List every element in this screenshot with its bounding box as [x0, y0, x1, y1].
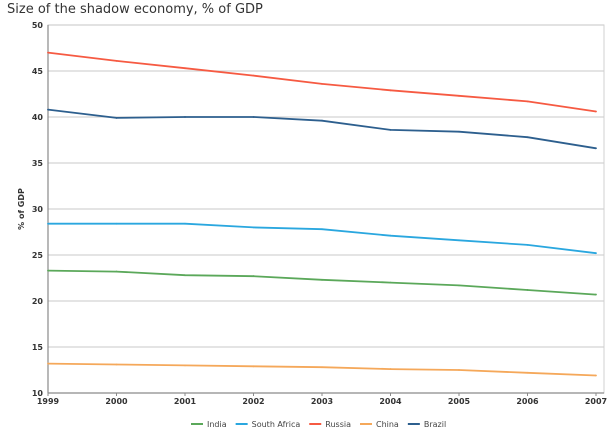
data-point-india [526, 289, 529, 291]
x-tick-label: 2001 [174, 397, 197, 406]
data-point-china [115, 363, 118, 366]
legend-item-china: China [359, 420, 399, 429]
data-point-brazil [47, 108, 49, 111]
y-tick-labels: 10 15 20 25 30 35 40 45 50 [32, 21, 44, 398]
legend-label: Russia [325, 420, 351, 429]
data-point-south-africa [595, 252, 597, 255]
y-tick-label: 45 [32, 67, 44, 76]
data-point-russia [526, 100, 529, 103]
data-point-brazil [115, 117, 118, 119]
series-line-india [47, 269, 597, 296]
y-tick-label: 30 [32, 205, 44, 214]
y-tick-label: 15 [32, 343, 44, 352]
legend-label: China [376, 420, 399, 429]
data-point-china [184, 364, 186, 367]
series-line-russia [47, 51, 597, 113]
data-point-china [595, 374, 597, 377]
data-point-south-africa [47, 222, 49, 225]
data-point-russia [458, 94, 460, 97]
data-point-russia [184, 67, 186, 70]
data-point-south-africa [184, 222, 186, 225]
legend-item-russia: Russia [309, 420, 351, 429]
legend-item-india: India [191, 420, 227, 429]
data-point-india [184, 274, 186, 277]
data-point-brazil [458, 130, 460, 133]
data-point-india [47, 269, 49, 272]
data-point-india [389, 281, 392, 284]
y-axis-title: % of GDP [17, 188, 26, 230]
data-point-india [458, 284, 460, 287]
y-tick-label: 35 [32, 159, 44, 168]
data-point-russia [47, 51, 49, 54]
data-point-brazil [389, 128, 392, 131]
legend: India South Africa Russia China Brazil [191, 420, 446, 429]
data-point-south-africa [252, 226, 255, 229]
x-tick-labels: 1999 2000 2001 2002 2003 2004 2005 2006 2007 [37, 397, 607, 406]
legend-item-brazil: Brazil [407, 420, 446, 429]
y-tick-label: 40 [32, 113, 44, 122]
data-point-south-africa [458, 239, 460, 242]
x-tick-label: 2003 [311, 397, 333, 406]
data-point-brazil [252, 116, 255, 118]
data-point-china [47, 362, 49, 365]
data-point-brazil [526, 136, 529, 139]
data-point-india [252, 275, 255, 278]
x-tick-label: 2005 [448, 397, 471, 406]
data-point-russia [321, 82, 323, 85]
y-tick-label: 20 [32, 297, 44, 306]
y-tick-label: 50 [32, 21, 44, 30]
legend-label: South Africa [252, 420, 301, 429]
data-point-south-africa [526, 243, 529, 246]
data-point-south-africa [321, 228, 323, 231]
chart-title: Size of the shadow economy, % of GDP [7, 2, 263, 17]
x-tick-label: 2000 [105, 397, 128, 406]
data-point-china [458, 369, 460, 371]
x-tick-label: 2007 [585, 397, 607, 406]
gridlines [48, 24, 604, 348]
data-point-india [321, 278, 323, 281]
x-tick-label: 2002 [242, 397, 264, 406]
series-line-china [47, 362, 597, 377]
data-point-brazil [184, 116, 186, 118]
data-point-south-africa [115, 222, 118, 225]
data-point-brazil [321, 119, 323, 122]
y-tick-label: 25 [32, 251, 44, 260]
x-tick-label: 2006 [516, 397, 539, 406]
data-point-india [595, 293, 597, 296]
x-tick-label: 2004 [379, 397, 402, 406]
data-point-brazil [595, 147, 597, 150]
x-tick-label: 1999 [37, 397, 60, 406]
series-line-south-africa [48, 222, 597, 255]
data-point-russia [389, 89, 392, 92]
data-point-china [526, 371, 529, 374]
data-point-china [321, 366, 323, 369]
data-point-china [252, 365, 255, 368]
legend-label: Brazil [424, 420, 446, 429]
data-point-south-africa [389, 234, 392, 237]
data-point-china [389, 368, 392, 370]
legend-label: India [207, 420, 227, 429]
data-point-russia [595, 110, 597, 113]
y-tick-label: 10 [32, 389, 44, 398]
series-lines [47, 51, 597, 377]
data-point-russia [252, 74, 255, 77]
legend-item-south-africa: South Africa [235, 420, 301, 429]
series-line-brazil [47, 108, 597, 150]
axes [47, 25, 604, 396]
data-point-russia [115, 59, 118, 62]
data-point-india [115, 270, 118, 273]
